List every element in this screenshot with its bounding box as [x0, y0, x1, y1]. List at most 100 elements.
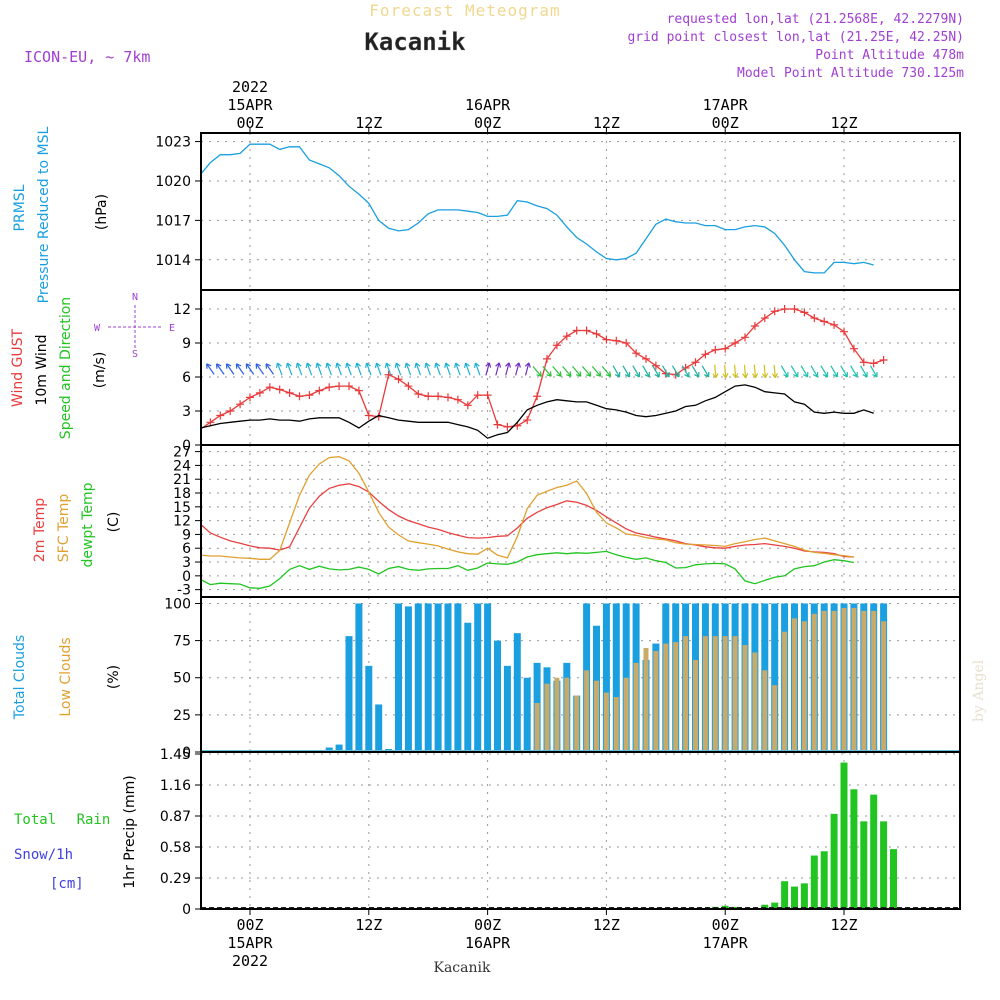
bar-low-clouds [594, 680, 599, 752]
bar-low-clouds [712, 636, 718, 752]
y-tick-label: 3 [182, 404, 191, 420]
bar-total-clouds [325, 747, 333, 752]
bar-low-clouds [732, 636, 738, 752]
bar-total-clouds [424, 603, 432, 752]
gust-marker [275, 385, 284, 394]
gust-marker [869, 359, 878, 368]
top-year-label: 2022 [232, 78, 268, 96]
gust-marker [790, 305, 799, 313]
wind-arrow [285, 362, 293, 376]
gust-marker [533, 392, 542, 401]
gust-marker [404, 382, 413, 391]
gust-marker [770, 307, 779, 316]
gust-marker [434, 392, 443, 401]
bar-total-clouds [444, 603, 452, 752]
grid-point-coords: grid point closest lon,lat (21.25E, 42.2… [627, 30, 964, 45]
top-tick-label: 12Z [830, 114, 857, 132]
snow-unit: [cm] [50, 876, 84, 892]
gust-marker [721, 344, 730, 353]
bar-total-clouds [454, 603, 462, 752]
bottom-date-label: 16APR [465, 934, 511, 952]
gust-marker [503, 422, 512, 431]
wind-arrow [505, 362, 512, 376]
gust-marker [335, 382, 344, 391]
gust-marker [840, 327, 848, 336]
gust-marker [711, 345, 720, 354]
y-tick-label: 0 [182, 902, 191, 918]
wind-arrow [671, 365, 680, 378]
bar-low-clouds [801, 621, 807, 752]
bar-low-clouds [861, 610, 867, 752]
y-tick-label: 1.45 [160, 747, 191, 763]
y-tick-label: 0 [182, 438, 191, 454]
snow-legend: Snow/1h [14, 847, 73, 863]
bar-low-clouds [851, 607, 857, 752]
panel-clouds: 0 25 50 75 100 [164, 596, 961, 761]
y-tick-label: 18 [173, 486, 191, 502]
top-date-label: 15APR [227, 96, 273, 114]
wind-arrow [404, 362, 412, 376]
bar-total-clouds [404, 606, 412, 752]
bar-total-rain [810, 855, 818, 909]
gust-marker [424, 392, 433, 401]
top-tick-label: 00Z [712, 114, 739, 132]
watermark: by Angel [971, 659, 987, 722]
bar-total-rain [771, 902, 779, 909]
gust-marker [612, 336, 621, 345]
faint-title: Forecast Meteogram [369, 1, 560, 20]
panel-frame [200, 289, 961, 446]
gust-marker [562, 332, 571, 341]
wind-arrow [652, 365, 660, 378]
wind-arrow [562, 365, 572, 377]
footer-station: Kacanik [434, 960, 491, 976]
series-prmsl [200, 143, 874, 274]
bar-total-rain [850, 789, 858, 909]
station-title: Kacanik [364, 28, 466, 56]
y-tick-label: 12 [173, 514, 191, 530]
bottom-tick-label: 12Z [830, 916, 857, 934]
bar-low-clouds [792, 618, 797, 752]
bar-low-clouds [811, 613, 817, 752]
bar-total-clouds [494, 640, 501, 752]
y-tick-label: 27 [173, 445, 191, 461]
gust-marker [642, 354, 650, 363]
compass-e: E [169, 323, 175, 334]
y-tick-label: 1017 [155, 213, 191, 229]
wind-arrow [275, 362, 283, 376]
bar-low-clouds [534, 702, 540, 752]
bar-low-clouds [544, 683, 550, 752]
bar-low-clouds [603, 692, 609, 752]
bottom-date-label: 17APR [703, 934, 749, 952]
bar-low-clouds [613, 697, 619, 752]
y-tick-label: 1.16 [160, 778, 191, 794]
wind-arrow [581, 365, 592, 377]
wind-arrow [255, 363, 265, 375]
bar-low-clouds [673, 642, 679, 752]
bar-low-clouds [683, 636, 689, 752]
bar-low-clouds [584, 670, 590, 752]
precip-label: 1hr Precip (mm) [122, 775, 138, 888]
bottom-tick-label: 00Z [236, 916, 263, 934]
wind-arrow [860, 365, 868, 378]
wind-arrow [601, 365, 612, 377]
wind-arrow [800, 365, 809, 378]
gust-marker [394, 375, 403, 384]
gust-marker [384, 370, 393, 379]
wind-arrow [225, 363, 235, 375]
panel-pressure: 1014 1017 1020 1023 [155, 132, 961, 291]
bar-low-clouds [722, 636, 728, 752]
bar-low-clouds [871, 610, 877, 752]
y-tick-label: 21 [173, 472, 191, 488]
wind-arrow [552, 365, 562, 377]
gust-marker [691, 358, 700, 367]
wind-arrow [642, 365, 650, 378]
wind-arrow [295, 362, 303, 376]
gust-marker [800, 308, 809, 317]
temp-unit: (C) [106, 512, 122, 533]
bottom-tick-label: 00Z [474, 916, 501, 934]
sfc-label: SFC Temp [56, 494, 72, 563]
series-sfc-temp [200, 456, 854, 560]
bottom-year-label: 2022 [232, 952, 268, 970]
